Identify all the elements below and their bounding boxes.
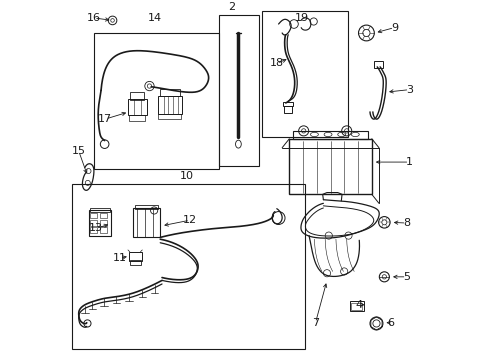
- Text: 15: 15: [72, 146, 86, 156]
- Bar: [284, 106, 291, 113]
- Text: 7: 7: [311, 318, 318, 328]
- Text: 13: 13: [88, 224, 102, 233]
- Bar: [350, 303, 362, 310]
- Bar: [292, 131, 367, 139]
- Bar: [129, 115, 144, 121]
- Text: 6: 6: [386, 318, 393, 328]
- Text: 8: 8: [402, 218, 409, 228]
- Bar: [262, 12, 348, 137]
- Text: 3: 3: [405, 85, 412, 95]
- Text: 4: 4: [355, 300, 362, 310]
- Bar: [219, 15, 258, 166]
- Bar: [94, 33, 219, 169]
- Bar: [158, 114, 180, 119]
- Text: 16: 16: [87, 13, 101, 23]
- Bar: [100, 228, 106, 233]
- Text: 11: 11: [112, 253, 126, 263]
- Bar: [89, 208, 109, 212]
- Bar: [72, 184, 305, 348]
- Bar: [158, 96, 182, 114]
- Bar: [130, 92, 144, 100]
- Bar: [88, 211, 110, 236]
- Text: 2: 2: [228, 2, 235, 12]
- Bar: [128, 99, 146, 116]
- Bar: [90, 228, 97, 233]
- Bar: [129, 252, 142, 261]
- Bar: [289, 139, 371, 194]
- Text: 19: 19: [294, 13, 308, 23]
- Bar: [135, 205, 158, 209]
- Text: 10: 10: [180, 171, 194, 181]
- Bar: [90, 220, 97, 226]
- Bar: [160, 89, 179, 96]
- Text: 1: 1: [405, 157, 412, 167]
- Text: 5: 5: [402, 272, 409, 282]
- Text: 9: 9: [390, 23, 397, 33]
- Text: 17: 17: [98, 114, 112, 124]
- Bar: [282, 102, 292, 107]
- Bar: [100, 213, 106, 219]
- Text: 12: 12: [183, 215, 197, 225]
- Bar: [133, 208, 160, 237]
- Bar: [349, 301, 363, 311]
- Bar: [130, 260, 140, 265]
- Text: 18: 18: [269, 58, 283, 68]
- Bar: [100, 220, 106, 226]
- Text: 14: 14: [147, 13, 162, 23]
- Bar: [373, 61, 383, 68]
- Bar: [90, 213, 97, 219]
